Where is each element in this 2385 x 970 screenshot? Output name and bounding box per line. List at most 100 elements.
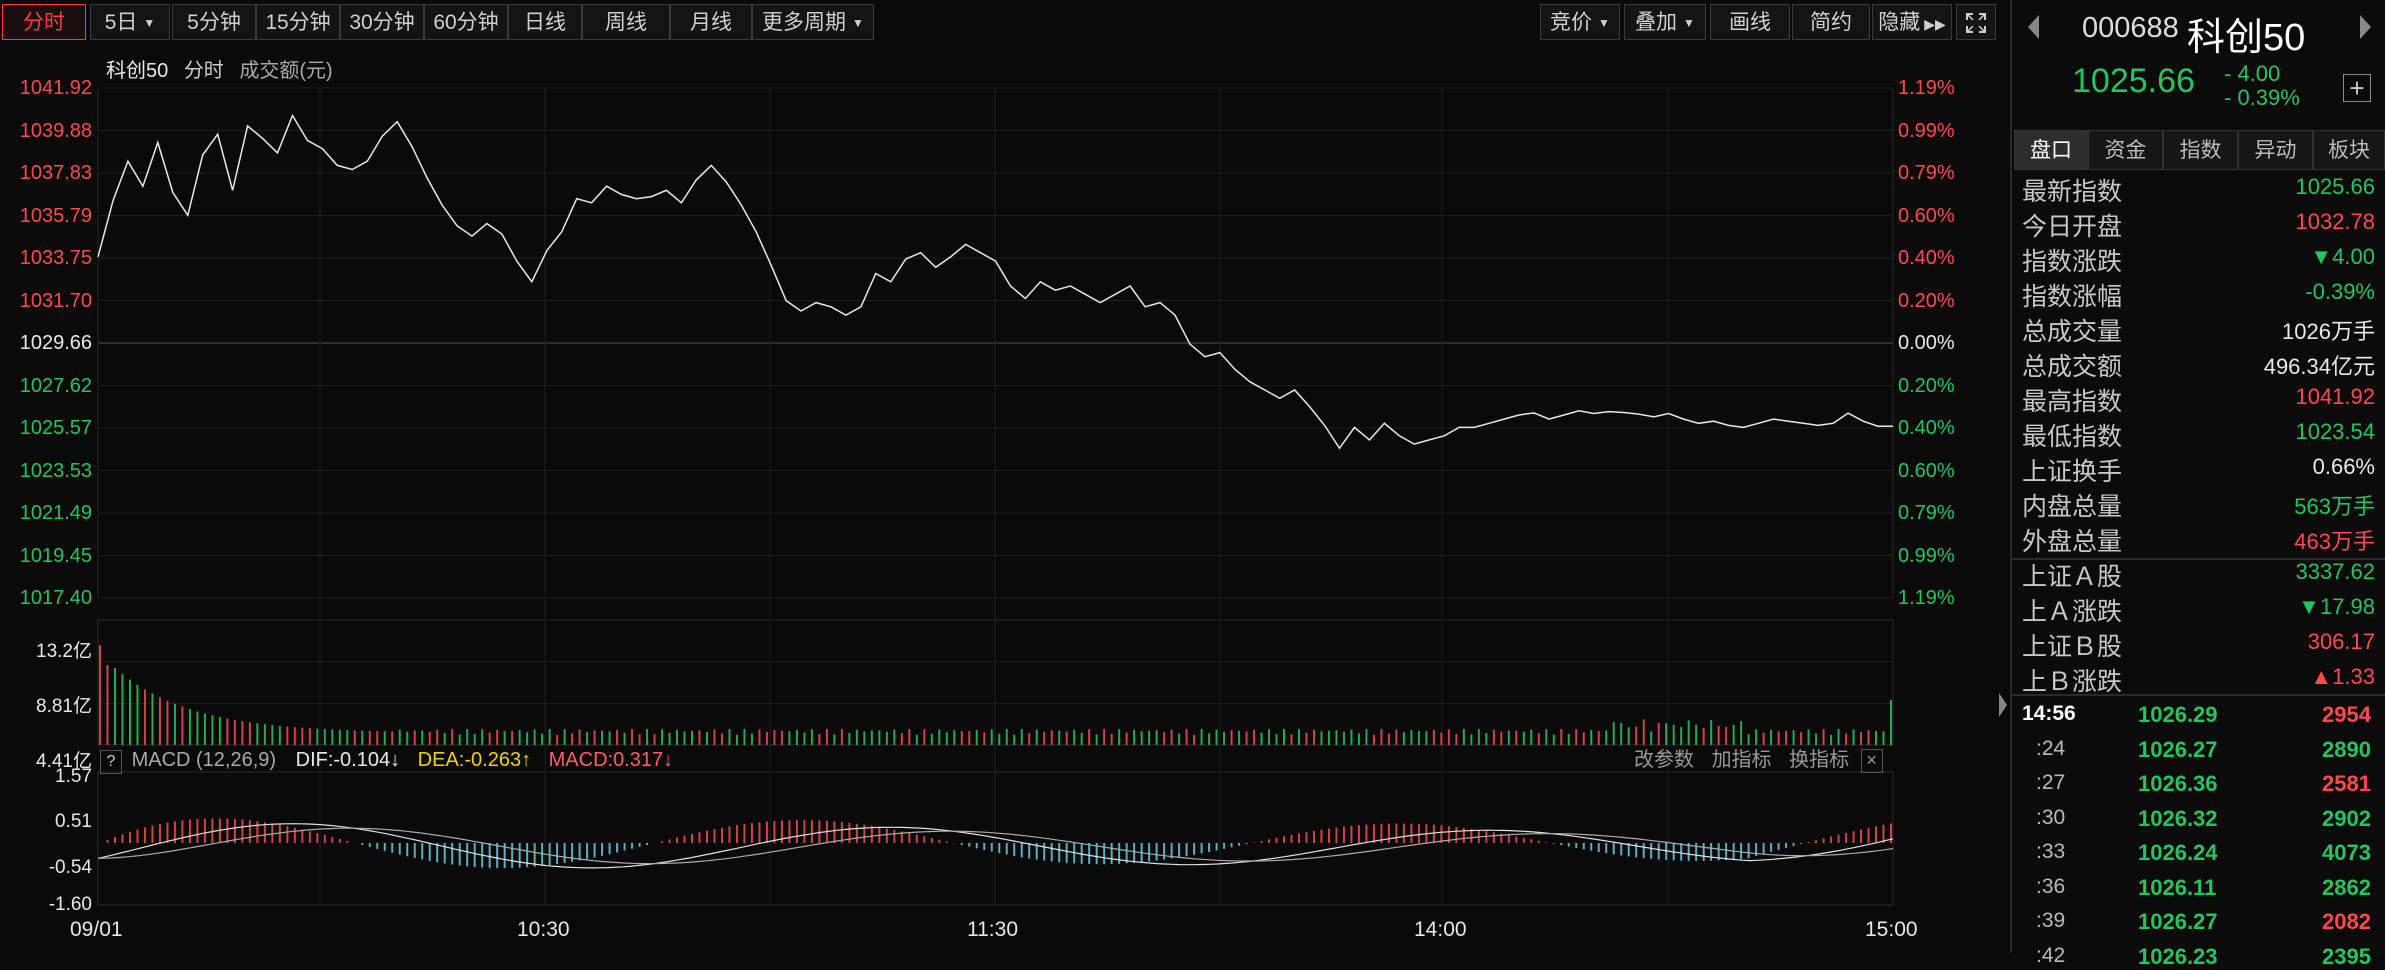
- stat-value: 463万手: [2294, 529, 2375, 554]
- pct-tick: 0.60%: [1898, 459, 1955, 482]
- time-tick: 09/01: [70, 918, 123, 941]
- tab-weekly[interactable]: 周线: [582, 4, 670, 40]
- latest-price: 1025.66: [2072, 62, 2195, 100]
- stat-value: ▼4.00: [2310, 244, 2375, 269]
- chevron-down-icon: ▼: [1598, 16, 1610, 31]
- help-icon[interactable]: ?: [100, 750, 122, 774]
- tick-volume: 2862: [2322, 874, 2371, 900]
- stat-label: 指数涨幅: [2022, 283, 2123, 311]
- tab-anomaly[interactable]: 异动: [2238, 130, 2313, 170]
- volume-tick: 4.41亿: [36, 751, 92, 772]
- tab-order-book[interactable]: 盘口: [2014, 130, 2088, 170]
- tab-funds[interactable]: 资金: [2088, 130, 2163, 170]
- stat-value: 563万手: [2294, 494, 2375, 519]
- add-indicator-button[interactable]: 加指标: [1711, 749, 1772, 771]
- macd-tick: -1.60: [48, 894, 92, 915]
- tick-price: 1026.24: [2138, 840, 2218, 865]
- more-periods-dropdown[interactable]: 更多周期 ▼: [752, 4, 874, 40]
- macd-value: MACD:0.317↓: [548, 749, 674, 771]
- tab-15min[interactable]: 15分钟: [256, 4, 340, 40]
- tick-time: :27: [2036, 771, 2066, 794]
- time-tick: 15:00: [1865, 918, 1918, 941]
- stat-label: 外盘总量: [2022, 528, 2123, 556]
- volume-label: 成交额(元): [239, 60, 333, 82]
- divider: [2012, 558, 2385, 560]
- chevron-down-icon: ▼: [143, 16, 156, 31]
- stock-code: 000688: [2082, 12, 2179, 44]
- tab-sector[interactable]: 板块: [2313, 130, 2385, 170]
- stat-value: 496.34亿元: [2263, 354, 2375, 379]
- tab-5min[interactable]: 5分钟: [172, 4, 256, 40]
- price-tick: 1027.62: [19, 374, 92, 397]
- auction-dropdown[interactable]: 竞价 ▼: [1540, 4, 1620, 40]
- add-watchlist-button[interactable]: +: [2343, 74, 2371, 102]
- tick-price: 1026.29: [2138, 702, 2218, 727]
- time-tick: 11:30: [967, 918, 1018, 941]
- fullscreen-button[interactable]: [1956, 4, 1996, 40]
- tick-volume: 2954: [2322, 702, 2371, 727]
- close-icon: ×: [1866, 750, 1877, 770]
- stat-label: 最高指数: [2022, 388, 2123, 416]
- pct-tick: 0.00%: [1898, 332, 1955, 354]
- tick-price: 1026.27: [2138, 736, 2218, 762]
- stat-label: 今日开盘: [2022, 213, 2123, 241]
- chevron-right-icon: [2360, 15, 2371, 39]
- volume-tick: 13.2亿: [36, 641, 92, 662]
- tick-volume: 2581: [2322, 771, 2371, 796]
- price-tick: 1025.57: [19, 417, 92, 439]
- tick-price: 1026.23: [2138, 943, 2218, 969]
- pct-tick: 0.79%: [1898, 502, 1955, 524]
- simple-button[interactable]: 简约: [1792, 4, 1870, 40]
- chevron-down-icon: ▼: [1683, 16, 1695, 31]
- macd-actions: 改参数 加指标 换指标 ×: [1634, 747, 1883, 773]
- stat-label: 上证Ｂ股: [2022, 633, 2123, 661]
- next-stock-button[interactable]: [2359, 14, 2373, 45]
- tab-intraday[interactable]: 分时: [2, 4, 86, 40]
- stat-value: 3337.62: [2295, 559, 2375, 584]
- dif-line: [97, 823, 1894, 869]
- stat-label: 上证Ａ股: [2022, 563, 2123, 591]
- tab-daily[interactable]: 日线: [508, 4, 582, 40]
- draw-button[interactable]: 画线: [1710, 4, 1790, 40]
- close-indicator-button[interactable]: ×: [1860, 749, 1883, 773]
- dea-value: DEA:-0.263↑: [417, 749, 532, 771]
- price-line: [97, 113, 1893, 450]
- tick-time: 14:56: [2022, 702, 2076, 725]
- macd-tick: -0.54: [48, 857, 92, 878]
- stat-value: ▲1.33: [2310, 664, 2375, 689]
- tick-time: :33: [2036, 840, 2066, 863]
- tab-monthly[interactable]: 月线: [670, 4, 752, 40]
- stat-value: 1023.54: [2295, 419, 2375, 444]
- overlay-dropdown[interactable]: 叠加 ▼: [1624, 4, 1706, 40]
- period-toolbar: 分时 5日 ▼ 5分钟 15分钟 30分钟 60分钟 日线 周线 月线 更多周期 ▼…: [0, 0, 2000, 46]
- price-tick: 1041.92: [19, 77, 92, 99]
- macd-tick: 0.51: [55, 811, 92, 832]
- switch-indicator-button[interactable]: 换指标: [1789, 749, 1850, 771]
- collapse-panel-handle[interactable]: [1998, 690, 2008, 720]
- stat-value: 1041.92: [2295, 384, 2375, 409]
- tab-5day[interactable]: 5日 ▼: [90, 4, 170, 40]
- pct-tick: 1.19%: [1898, 587, 1955, 609]
- plus-icon: +: [2349, 73, 2365, 103]
- tab-60min[interactable]: 60分钟: [424, 4, 508, 40]
- tick-volume: 2082: [2322, 909, 2371, 934]
- chevron-left-icon: [2028, 15, 2039, 39]
- volume-panel-frame: [97, 619, 1894, 746]
- price-tick: 1029.66: [19, 332, 92, 354]
- tab-30min[interactable]: 30分钟: [340, 4, 424, 40]
- tick-price: 1026.32: [2138, 805, 2218, 831]
- double-chevron-right-icon: ▶▶: [1924, 16, 1946, 32]
- prev-stock-button[interactable]: [2026, 14, 2040, 45]
- tick-volume: 2395: [2322, 943, 2371, 969]
- time-tick: 14:00: [1414, 918, 1467, 941]
- dif-value: DIF:-0.104↓: [295, 749, 401, 771]
- edit-params-button[interactable]: 改参数: [1634, 749, 1694, 771]
- tab-index[interactable]: 指数: [2163, 130, 2238, 170]
- hide-button[interactable]: 隐藏 ▶▶: [1872, 4, 1952, 40]
- volume-tick: 8.81亿: [36, 696, 92, 717]
- stat-value: ▼17.98: [2298, 594, 2375, 619]
- tick-time: :39: [2036, 909, 2066, 932]
- pct-tick: 0.20%: [1898, 374, 1955, 397]
- macd-panel-frame: [97, 771, 1894, 906]
- stat-value: 0.66%: [2312, 454, 2375, 479]
